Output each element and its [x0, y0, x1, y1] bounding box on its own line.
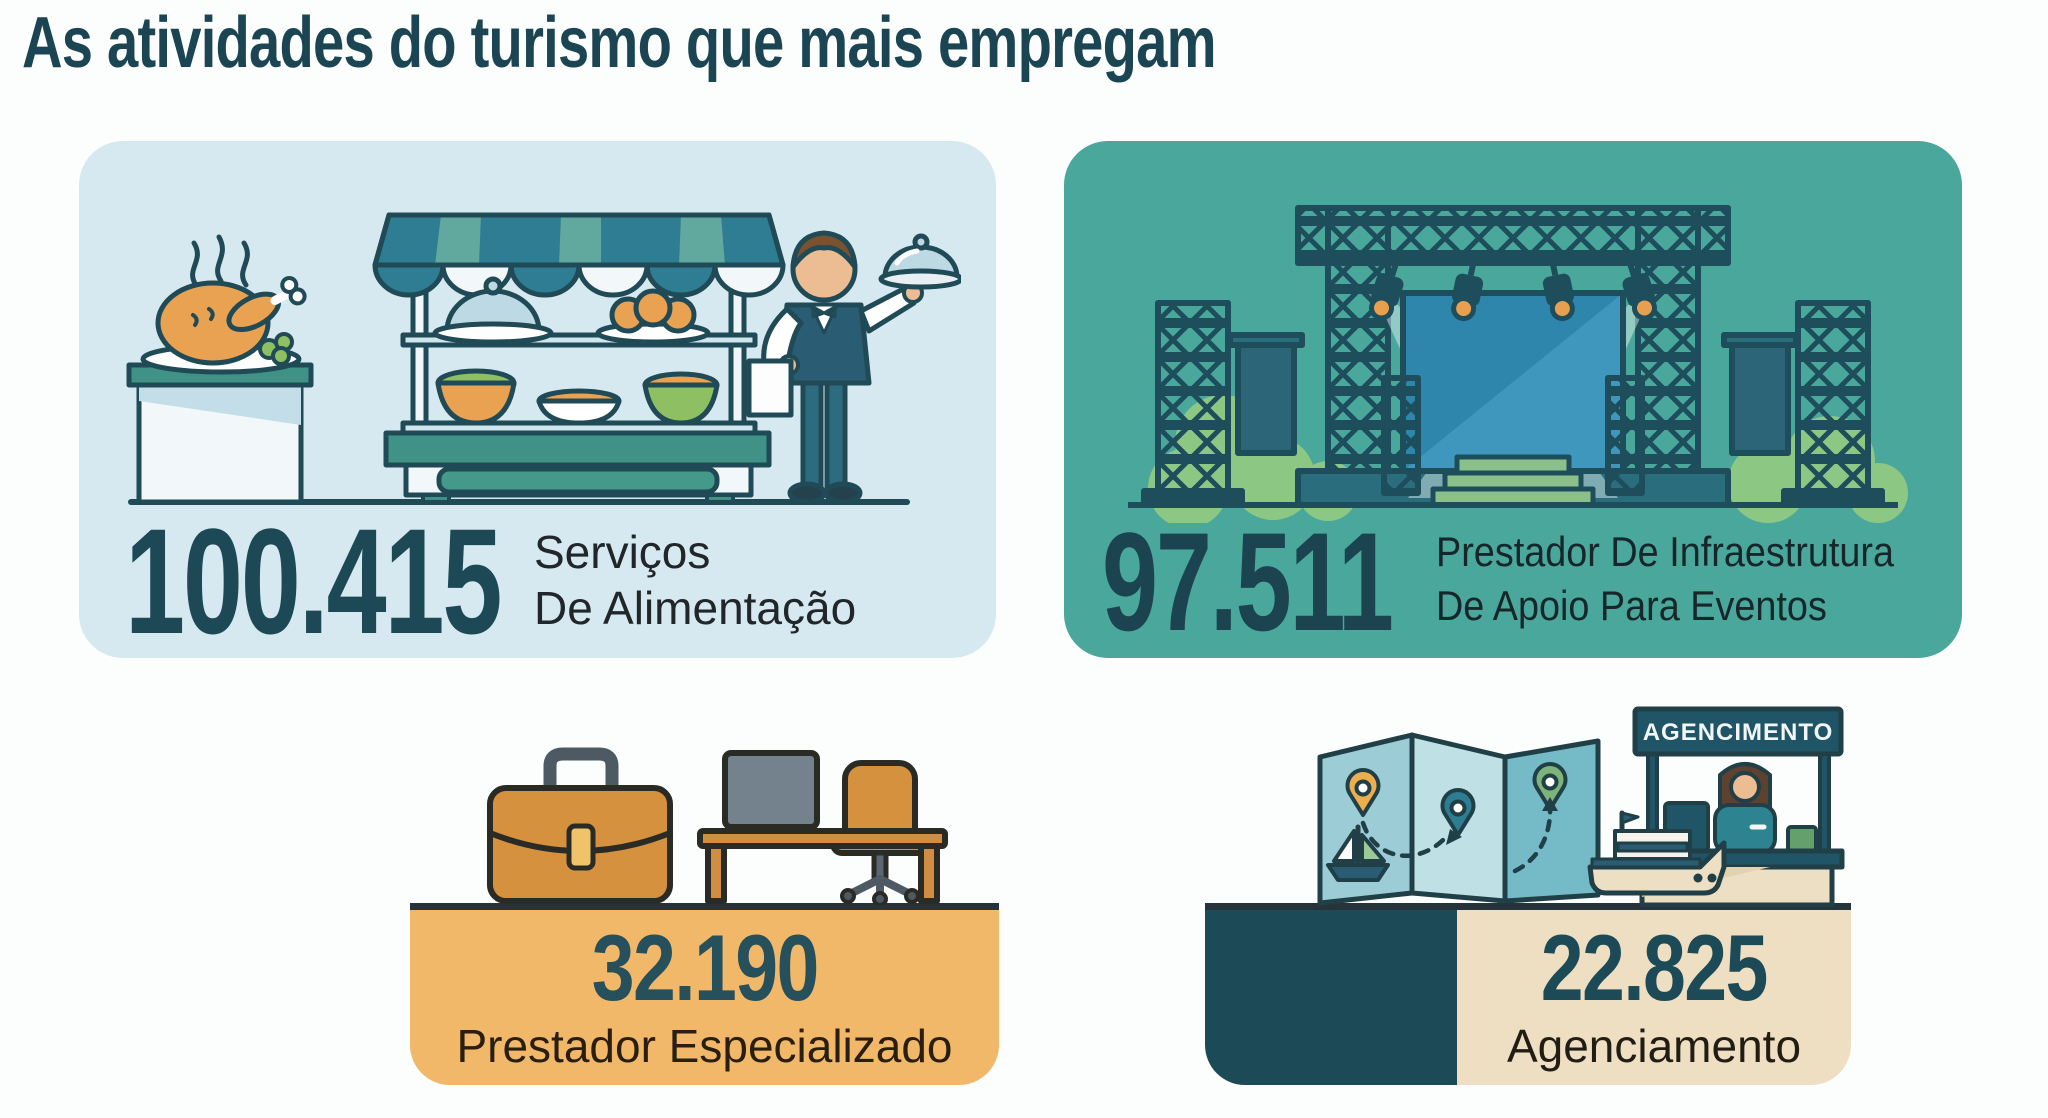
food-stall-waiter-icon — [126, 212, 961, 505]
agency-panel: 22.825 Agenciamento — [1205, 903, 1851, 1085]
events-stat-label-line2: De Apoio Para Eventos — [1436, 582, 1827, 630]
events-stat-label: Prestador De Infraestrutura De Apoio Par… — [1436, 525, 1894, 634]
food-stat-label: Serviços De Alimentação — [534, 524, 856, 636]
agency-stat-label: Agenciamento — [1506, 1019, 1802, 1072]
specialist-provider-panel: 32.190 Prestador Especializado — [410, 903, 999, 1085]
food-services-card: 100.415 Serviços De Alimentação — [79, 141, 996, 658]
events-infrastructure-card: 97.511 Prestador De Infraestrutura De Ap… — [1064, 141, 1962, 658]
food-stat-label-line2: De Alimentação — [534, 581, 857, 634]
events-stat-value: 97.511 — [1102, 503, 1394, 660]
page-title: As atividades do turismo que mais empreg… — [22, 3, 1217, 83]
specialist-stat-value: 32.190 — [591, 914, 820, 1020]
agency-stat-block: 22.825 Agenciamento — [1457, 910, 1851, 1085]
events-stat-label-line1: Prestador De Infraestrutura — [1436, 527, 1895, 575]
briefcase-desk-icon — [487, 747, 948, 905]
food-stat-value: 100.415 — [125, 496, 502, 665]
specialist-stat-label: Prestador Especializado — [456, 1019, 953, 1072]
map-ship-agency-booth-icon: AGENCIMENTO — [1317, 706, 1845, 907]
agency-stat-value: 22.825 — [1541, 914, 1769, 1020]
food-stat-label-line1: Serviços — [534, 525, 711, 578]
booth-sign-text: AGENCIMENTO — [1643, 719, 1834, 746]
spotlight-icon — [1369, 260, 1657, 322]
stage-truss-icon — [1128, 205, 1908, 523]
